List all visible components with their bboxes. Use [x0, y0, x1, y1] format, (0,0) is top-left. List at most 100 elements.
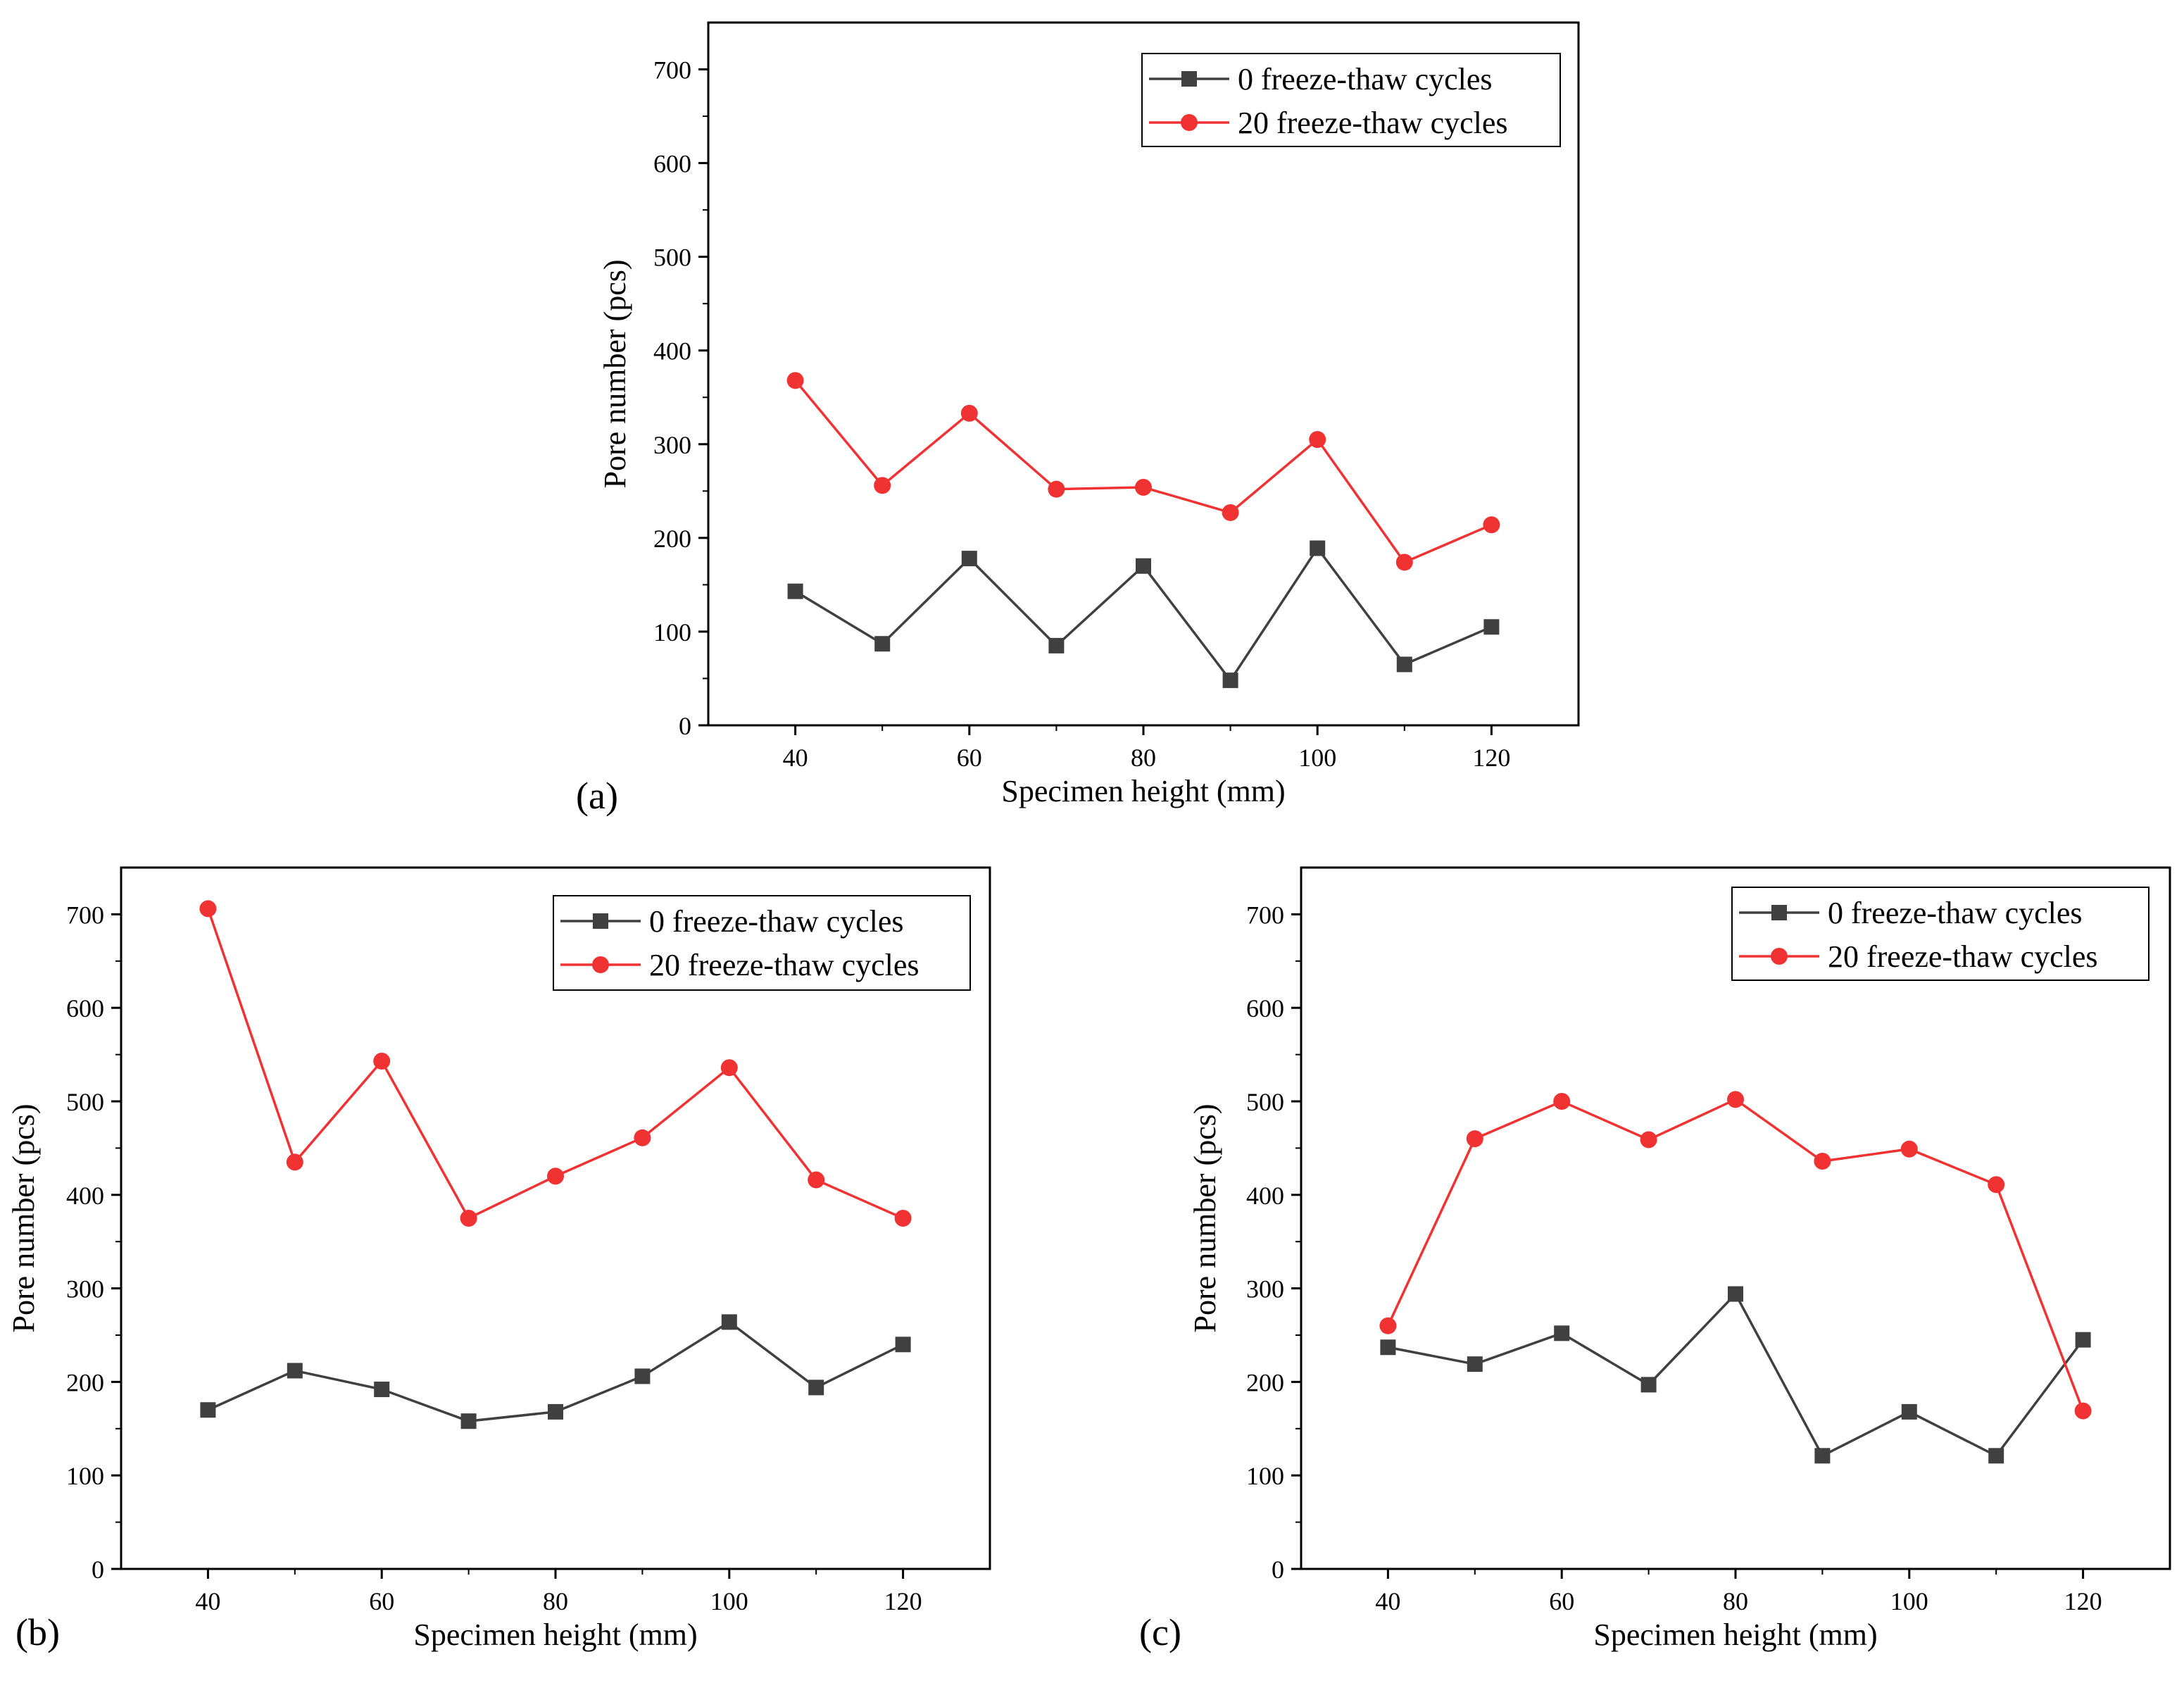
data-point: [960, 404, 978, 422]
data-point: [1814, 1448, 1831, 1464]
y-tick-label: 500: [653, 244, 691, 272]
data-point: [2074, 1402, 2092, 1420]
data-point: [894, 1210, 912, 1227]
data-point: [373, 1052, 391, 1070]
data-point: [1310, 540, 1326, 556]
data-point: [1309, 431, 1326, 449]
data-point: [2075, 1332, 2091, 1348]
data-point: [1483, 516, 1500, 534]
y-tick-label: 600: [1246, 994, 1284, 1022]
data-point: [1222, 672, 1238, 689]
y-tick-label: 700: [653, 56, 691, 85]
data-point: [1553, 1093, 1571, 1110]
legend-box: [553, 895, 971, 991]
x-tick-label: 120: [1472, 744, 1510, 772]
data-point: [1380, 1339, 1396, 1356]
legend-entry: 20 freeze-thaw cycles: [1238, 106, 1508, 140]
x-tick-label: 80: [543, 1587, 568, 1615]
x-tick-label: 120: [884, 1587, 922, 1615]
data-point: [287, 1363, 303, 1379]
y-tick-label: 600: [66, 994, 104, 1022]
x-axis-label: Specimen height (mm): [1001, 774, 1285, 808]
data-point: [1395, 553, 1413, 571]
data-point: [1900, 1140, 1918, 1158]
legend-entry: 20 freeze-thaw cycles: [649, 948, 920, 982]
x-tick-label: 40: [195, 1587, 220, 1615]
y-tick-label: 600: [653, 150, 691, 178]
y-tick-label: 500: [66, 1088, 104, 1116]
x-tick-label: 60: [1549, 1587, 1574, 1615]
data-point: [1483, 619, 1500, 635]
series-line-20-cycles: [1386, 1098, 2085, 1412]
data-point: [1379, 1317, 1397, 1334]
panel-label: (b): [15, 1611, 60, 1653]
data-point: [547, 1168, 564, 1185]
legend-box: [1731, 887, 2150, 981]
y-tick-label: 100: [1246, 1462, 1284, 1490]
series-line-0-cycles: [1388, 1291, 2085, 1458]
legend-entry: 0 freeze-thaw cycles: [1828, 896, 2083, 930]
data-point: [200, 1402, 216, 1418]
data-point: [1814, 1152, 1831, 1170]
y-tick-label: 300: [66, 1275, 104, 1303]
data-point: [1466, 1130, 1483, 1148]
y-tick-label: 300: [1246, 1275, 1284, 1303]
data-point: [548, 1403, 563, 1420]
data-point: [634, 1368, 651, 1384]
data-point: [286, 1153, 303, 1171]
legend-swatch-marker: [1181, 114, 1198, 131]
legend-box: [1141, 53, 1561, 147]
data-point: [874, 477, 891, 494]
data-point: [1640, 1377, 1657, 1393]
x-tick-label: 100: [1298, 744, 1336, 772]
chart-panel-1: 0 100 200 300 400 500 600 700 40 60 80 100 120 Specim…: [576, 21, 1580, 817]
data-point: [1728, 1286, 1743, 1302]
x-tick-label: 120: [2064, 1587, 2102, 1615]
legend-swatch-marker: [1771, 948, 1788, 965]
data-point: [1640, 1131, 1657, 1149]
legend-swatch-marker: [592, 956, 609, 973]
chart-panel-2: 0 100 200 300 400 500 600 700 40 60 80 100 120 Specim…: [6, 866, 991, 1653]
data-point: [374, 1382, 390, 1398]
legend-entry: 0 freeze-thaw cycles: [649, 904, 904, 939]
x-axis-label: Specimen height (mm): [413, 1618, 697, 1652]
chart-panel-3: 0 100 200 300 400 500 600 700 40 60 80 100 120 Specim…: [1139, 866, 2171, 1653]
legend: 0 freeze-thaw cycles 20 freeze-thaw cycle…: [1141, 53, 1561, 147]
y-axis-label: Pore number (pcs): [6, 1103, 41, 1332]
y-tick-label: 700: [1246, 901, 1284, 929]
y-tick-label: 100: [66, 1462, 104, 1490]
x-axis-label: Specimen height (mm): [1593, 1618, 1877, 1652]
y-tick-label: 200: [1246, 1368, 1284, 1396]
x-tick-label: 80: [1131, 744, 1156, 772]
data-point: [786, 372, 804, 389]
x-tick-label: 100: [1890, 1587, 1928, 1615]
panel-label: (c): [1139, 1611, 1181, 1653]
y-tick-label: 200: [653, 525, 691, 553]
data-point: [1396, 656, 1412, 672]
data-point: [1135, 479, 1152, 496]
legend-swatch-marker: [1771, 905, 1787, 920]
y-tick-label: 0: [1272, 1556, 1284, 1584]
data-point: [199, 900, 217, 918]
panel-label: (a): [576, 775, 618, 817]
y-tick-label: 400: [653, 337, 691, 365]
y-tick-label: 400: [66, 1182, 104, 1210]
data-point: [808, 1379, 824, 1396]
data-point: [460, 1413, 477, 1429]
x-tick-label: 40: [783, 744, 808, 772]
data-point: [808, 1171, 825, 1189]
data-point: [1048, 480, 1065, 498]
x-tick-label: 60: [957, 744, 982, 772]
data-point: [1988, 1448, 2004, 1464]
x-tick-label: 80: [1723, 1587, 1748, 1615]
data-point: [721, 1314, 737, 1330]
legend-swatch-marker: [1181, 71, 1197, 87]
data-point: [634, 1129, 651, 1146]
legend-entry: 0 freeze-thaw cycles: [1238, 62, 1493, 96]
data-point: [961, 551, 977, 567]
y-axis-label: Pore number (pcs): [1188, 1103, 1222, 1332]
data-point: [1727, 1091, 1744, 1108]
data-point: [1988, 1176, 2005, 1194]
data-point: [1136, 558, 1151, 574]
